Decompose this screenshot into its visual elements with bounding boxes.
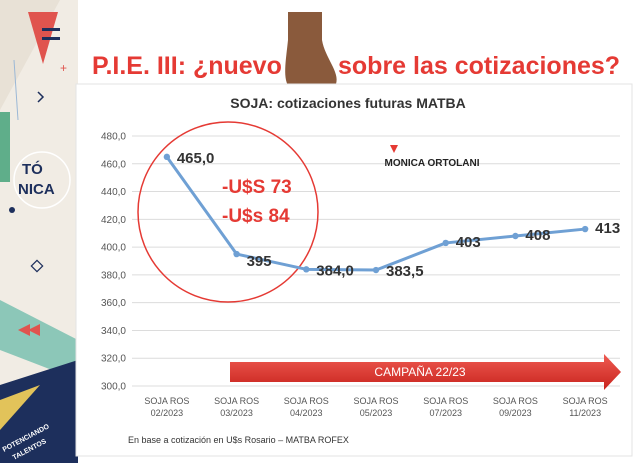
data-point bbox=[442, 239, 449, 247]
play-icon bbox=[18, 324, 30, 336]
y-axis-ticks: 300,0 320,0 340,0 360,0 380,0 400,0 420,0 440,0… bbox=[101, 132, 126, 393]
x-tick-label: SOJA ROS bbox=[144, 396, 189, 406]
x-tick-label: SOJA ROS bbox=[493, 396, 538, 406]
y-tick-label: 440,0 bbox=[101, 187, 126, 198]
data-point bbox=[303, 266, 310, 273]
yellow-accent bbox=[0, 385, 40, 430]
data-label: 383,5 bbox=[386, 263, 424, 280]
slide-title-left: P.I.E. III: ¿nuevo bbox=[92, 52, 282, 80]
y-tick-label: 340,0 bbox=[101, 326, 126, 337]
annotation-drop-1: -U$S 73 bbox=[222, 177, 292, 198]
campaign-label: CAMPAÑA 22/23 bbox=[374, 365, 465, 379]
data-label: 395 bbox=[247, 253, 272, 270]
chart-footnote: En base a cotización en U$s Rosario – MA… bbox=[128, 435, 349, 445]
x-tick-label: 09/2023 bbox=[499, 408, 532, 418]
y-tick-label: 460,0 bbox=[101, 159, 126, 170]
logo-text-top: TÓ bbox=[22, 160, 43, 178]
x-tick-label: 11/2023 bbox=[569, 408, 601, 418]
data-point bbox=[163, 153, 171, 161]
x-tick-label: 02/2023 bbox=[151, 408, 184, 418]
navy-badge-shape bbox=[0, 360, 78, 463]
logo-circle bbox=[13, 151, 71, 209]
menu-line-icon bbox=[42, 37, 60, 40]
y-tick-label: 480,0 bbox=[101, 132, 126, 143]
x-axis-ticks: SOJA ROS 02/2023 SOJA ROS 03/2023 SOJA ROS 04… bbox=[144, 396, 607, 418]
marker-triangle-icon bbox=[390, 145, 398, 153]
x-tick-label: SOJA ROS bbox=[353, 396, 398, 406]
data-label: 403 bbox=[456, 234, 481, 251]
data-points bbox=[163, 153, 589, 274]
data-point bbox=[372, 266, 380, 274]
data-label: 465,0 bbox=[177, 150, 215, 167]
chart-title: SOJA: cotizaciones futuras MATBA bbox=[230, 95, 465, 111]
x-tick-label: SOJA ROS bbox=[423, 396, 468, 406]
annotation-drop-2: -U$s 84 bbox=[222, 206, 290, 227]
chevron-right-icon bbox=[37, 91, 45, 103]
slide-title-right: sobre las cotizaciones? bbox=[338, 52, 621, 80]
data-label: 408 bbox=[525, 227, 550, 244]
menu-line-icon bbox=[42, 28, 60, 31]
x-tick-label: 07/2023 bbox=[429, 408, 462, 418]
play-icon bbox=[28, 324, 40, 336]
left-decoration: TÓ NICA POTENCIANDO TALENTOS + bbox=[0, 0, 78, 463]
x-tick-label: 03/2023 bbox=[220, 408, 253, 418]
campaign-arrow bbox=[230, 354, 621, 390]
x-tick-label: SOJA ROS bbox=[214, 396, 259, 406]
dot-icon bbox=[9, 207, 15, 213]
data-labels: 465,0 395 384,0 383,5 403 408 413 bbox=[177, 150, 620, 280]
chart-grid bbox=[132, 135, 620, 387]
y-tick-label: 420,0 bbox=[101, 215, 126, 226]
x-tick-label: SOJA ROS bbox=[563, 396, 608, 406]
y-tick-label: 380,0 bbox=[101, 270, 126, 281]
data-point bbox=[233, 250, 240, 258]
y-tick-label: 360,0 bbox=[101, 298, 126, 309]
highlight-circle bbox=[137, 121, 319, 303]
x-tick-label: 04/2023 bbox=[290, 408, 323, 418]
green-bar bbox=[0, 112, 10, 182]
x-tick-label: SOJA ROS bbox=[284, 396, 329, 406]
y-tick-label: 320,0 bbox=[101, 354, 126, 365]
y-tick-label: 300,0 bbox=[101, 382, 126, 393]
foot-image bbox=[285, 12, 337, 93]
teal-stripe bbox=[0, 300, 78, 380]
data-label: 413 bbox=[595, 220, 620, 237]
logo-text-bottom: NICA bbox=[18, 181, 55, 198]
data-point bbox=[581, 225, 589, 233]
thin-line bbox=[13, 59, 19, 121]
y-tick-label: 400,0 bbox=[101, 243, 126, 254]
data-point bbox=[512, 232, 519, 240]
data-label: 384,0 bbox=[316, 262, 354, 279]
plus-icon: + bbox=[60, 61, 67, 75]
author-name: MONICA ORTOLANI bbox=[385, 158, 480, 169]
x-tick-label: 05/2023 bbox=[360, 408, 393, 418]
diamond-icon bbox=[30, 259, 44, 273]
